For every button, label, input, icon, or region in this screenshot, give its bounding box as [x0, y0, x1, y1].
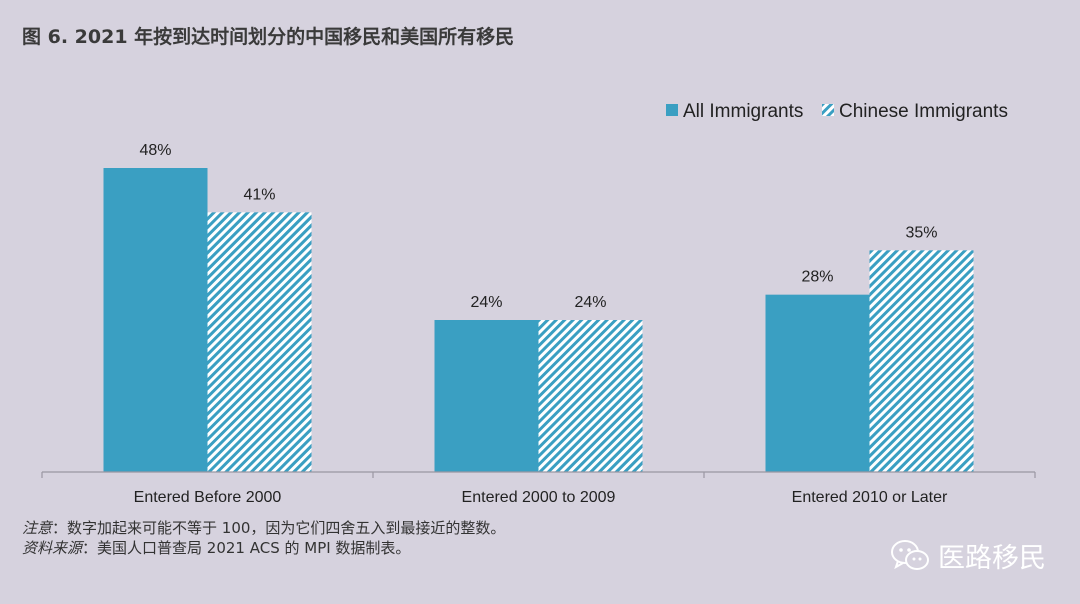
x-tick-label: Entered 2010 or Later: [792, 489, 948, 506]
data-label: 41%: [243, 186, 275, 203]
source-line: 资料来源：美国人口普查局 2021 ACS 的 MPI 数据制表。: [22, 538, 505, 558]
bar-all-1: [434, 320, 539, 472]
data-label: 24%: [470, 294, 502, 311]
x-tick-label: Entered 2000 to 2009: [462, 489, 616, 506]
bar-all-0: [103, 168, 208, 472]
bar-chinese-2: [869, 250, 974, 472]
brand-name: 医路移民: [938, 543, 1046, 574]
note-label: 注意: [22, 519, 53, 537]
legend-label-all: All Immigrants: [683, 101, 803, 122]
note-text: ：数字加起来可能不等于 100，因为它们四舍五入到最接近的整数。: [52, 519, 506, 537]
brand-watermark: 医路移民: [890, 536, 1046, 575]
data-label: 24%: [574, 294, 606, 311]
bar-chinese-1: [538, 320, 643, 472]
x-tick-label: Entered Before 2000: [134, 489, 282, 506]
data-label: 35%: [905, 224, 937, 241]
legend-label-chinese: Chinese Immigrants: [839, 101, 1008, 122]
legend-swatch-chinese: [822, 104, 834, 116]
data-label: 28%: [801, 269, 833, 286]
bar-chinese-0: [207, 212, 312, 473]
legend: All Immigrants Chinese Immigrants: [666, 101, 1008, 122]
data-label: 48%: [139, 142, 171, 159]
wechat-icon: [891, 539, 929, 570]
source-label: 资料来源: [22, 539, 83, 557]
legend-swatch-all: [666, 104, 678, 116]
source-text: ：美国人口普查局 2021 ACS 的 MPI 数据制表。: [82, 539, 411, 557]
note-line: 注意：数字加起来可能不等于 100，因为它们四舍五入到最接近的整数。: [22, 518, 505, 538]
chart-title: 图 6. 2021 年按到达时间划分的中国移民和美国所有移民: [22, 26, 515, 48]
notes: 注意：数字加起来可能不等于 100，因为它们四舍五入到最接近的整数。 资料来源：…: [22, 518, 505, 558]
bar-all-2: [765, 294, 870, 472]
